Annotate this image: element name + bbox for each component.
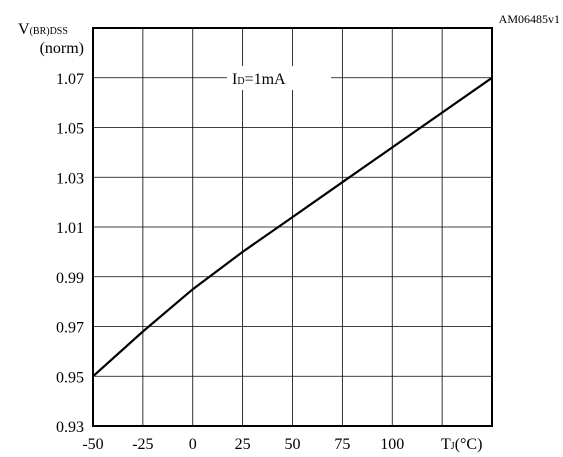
y-tick-label: 0.95 — [56, 369, 84, 386]
plot-frame — [92, 27, 493, 427]
x-tick-label: 25 — [235, 436, 251, 453]
x-tick-label: 0 — [189, 436, 197, 453]
figure-id: AM06485v1 — [499, 12, 560, 26]
x-tick-label: 50 — [285, 436, 301, 453]
y-tick-label: 0.97 — [56, 320, 84, 337]
annotation-background — [227, 66, 331, 90]
y-tick-label: 1.07 — [56, 71, 84, 88]
y-tick-label: 0.93 — [56, 419, 84, 436]
x-tick-label: -50 — [82, 436, 103, 453]
y-tick-labels: 0.93 0.95 0.97 0.99 1.01 1.03 1.05 1.07 — [56, 71, 84, 436]
x-tick-label: -25 — [132, 436, 153, 453]
y-tick-label: 1.01 — [56, 220, 84, 237]
y-tick-label: 1.05 — [56, 121, 84, 138]
x-tick-label: 100 — [380, 436, 404, 453]
y-tick-label: 0.99 — [56, 270, 84, 287]
x-axis-label: TJ(°C) — [441, 436, 482, 453]
series-line-id-1ma — [92, 76, 493, 378]
y-axis-unit: (norm) — [40, 40, 84, 57]
y-axis-label: V(BR)DSS — [18, 21, 68, 38]
x-tick-label: 75 — [334, 436, 350, 453]
x-tick-labels: -50 -25 0 25 50 75 100 — [82, 436, 404, 453]
annotation-label: ID=1mA — [232, 71, 286, 88]
y-tick-label: 1.03 — [56, 170, 84, 187]
